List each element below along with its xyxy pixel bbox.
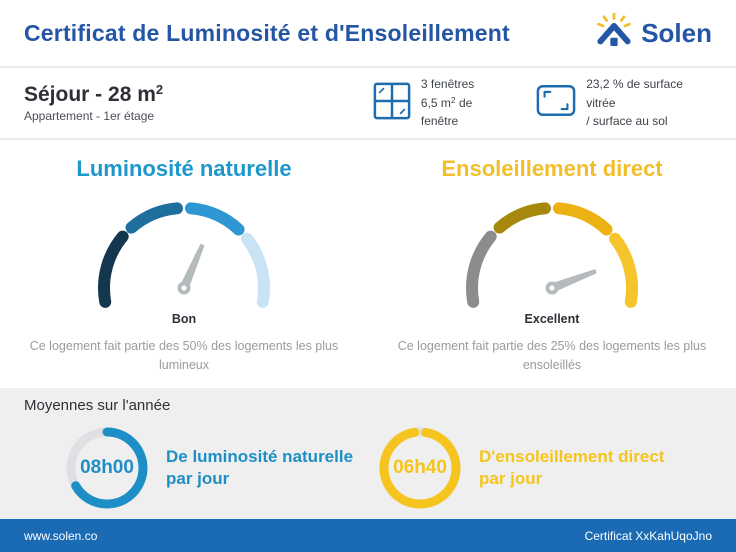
sunlight-hours: 06h40 (393, 457, 447, 478)
footer: www.solen.co Certificat XxKahUqoJno (0, 519, 736, 552)
room-name: Séjour - 28 m2 (24, 82, 164, 106)
glazing-info: 23,2 % de surface vitrée / surface au so… (536, 75, 712, 131)
gauges-section: Luminosité naturelle Bon Ce logement fai… (0, 140, 736, 388)
sunlight-gauge-panel: Ensoleillement direct Excellent Ce logem… (368, 140, 736, 388)
glazing-ratio-2: / surface au sol (586, 114, 668, 129)
sunlight-average: 06h40 D'ensoleillement direct par jour (368, 423, 712, 513)
brand-logo: Solen (594, 12, 712, 54)
luminosity-ring-chart (66, 427, 148, 509)
glazing-text: 23,2 % de surface vitrée / surface au so… (586, 75, 712, 131)
certificate-id: Certificat XxKahUqoJno (584, 528, 712, 543)
sunlight-rating: Excellent (524, 312, 580, 326)
luminosity-gauge (98, 202, 270, 308)
yearly-averages-section: Moyennes sur l'année 08h00 De luminosité… (0, 388, 736, 519)
website-link[interactable]: www.solen.co (24, 528, 98, 543)
luminosity-ring: 08h00 (62, 423, 152, 513)
brand-name: Solen (641, 17, 712, 48)
surface-ratio-icon (536, 84, 576, 122)
page-title: Certificat de Luminosité et d'Ensoleille… (24, 19, 510, 46)
header: Certificat de Luminosité et d'Ensoleille… (0, 0, 736, 68)
glazing-ratio: 23,2 % de surface vitrée (586, 77, 683, 110)
luminosity-rating: Bon (171, 312, 197, 326)
room-info: Séjour - 28 m2 Appartement - 1er étage (24, 82, 373, 123)
window-icon (373, 82, 411, 125)
sunlight-average-label: D'ensoleillement direct par jour (479, 446, 665, 488)
luminosity-average: 08h00 De luminosité naturelle par jour (24, 423, 368, 513)
luminosity-hours: 08h00 (80, 457, 134, 478)
room-type: Appartement - 1er étage (24, 109, 155, 123)
averages-title: Moyennes sur l'année (24, 397, 171, 414)
solen-house-sun-icon (594, 12, 634, 54)
windows-count: 3 fenêtres (420, 77, 475, 92)
sunlight-description: Ce logement fait partie des 25% des loge… (397, 339, 707, 373)
windows-info: 3 fenêtres 6,5 m2 de fenêtre (373, 75, 510, 131)
luminosity-gauge-title: Luminosité naturelle (76, 156, 292, 181)
luminosity-average-label: De luminosité naturelle par jour (166, 446, 354, 488)
luminosity-description: Ce logement fait partie des 50% des loge… (29, 339, 339, 373)
windows-area: 6,5 m2 de fenêtre (420, 94, 473, 129)
property-summary-bar: Séjour - 28 m2 Appartement - 1er étage 3… (0, 68, 736, 140)
windows-text: 3 fenêtres 6,5 m2 de fenêtre (421, 75, 510, 131)
sunlight-ring: 06h40 (375, 423, 465, 513)
sunlight-gauge-title: Ensoleillement direct (441, 156, 663, 181)
luminosity-gauge-panel: Luminosité naturelle Bon Ce logement fai… (0, 140, 368, 388)
averages-row: 08h00 De luminosité naturelle par jour 0… (24, 423, 712, 513)
sunlight-gauge (466, 202, 638, 308)
sunlight-ring-chart (379, 427, 461, 509)
